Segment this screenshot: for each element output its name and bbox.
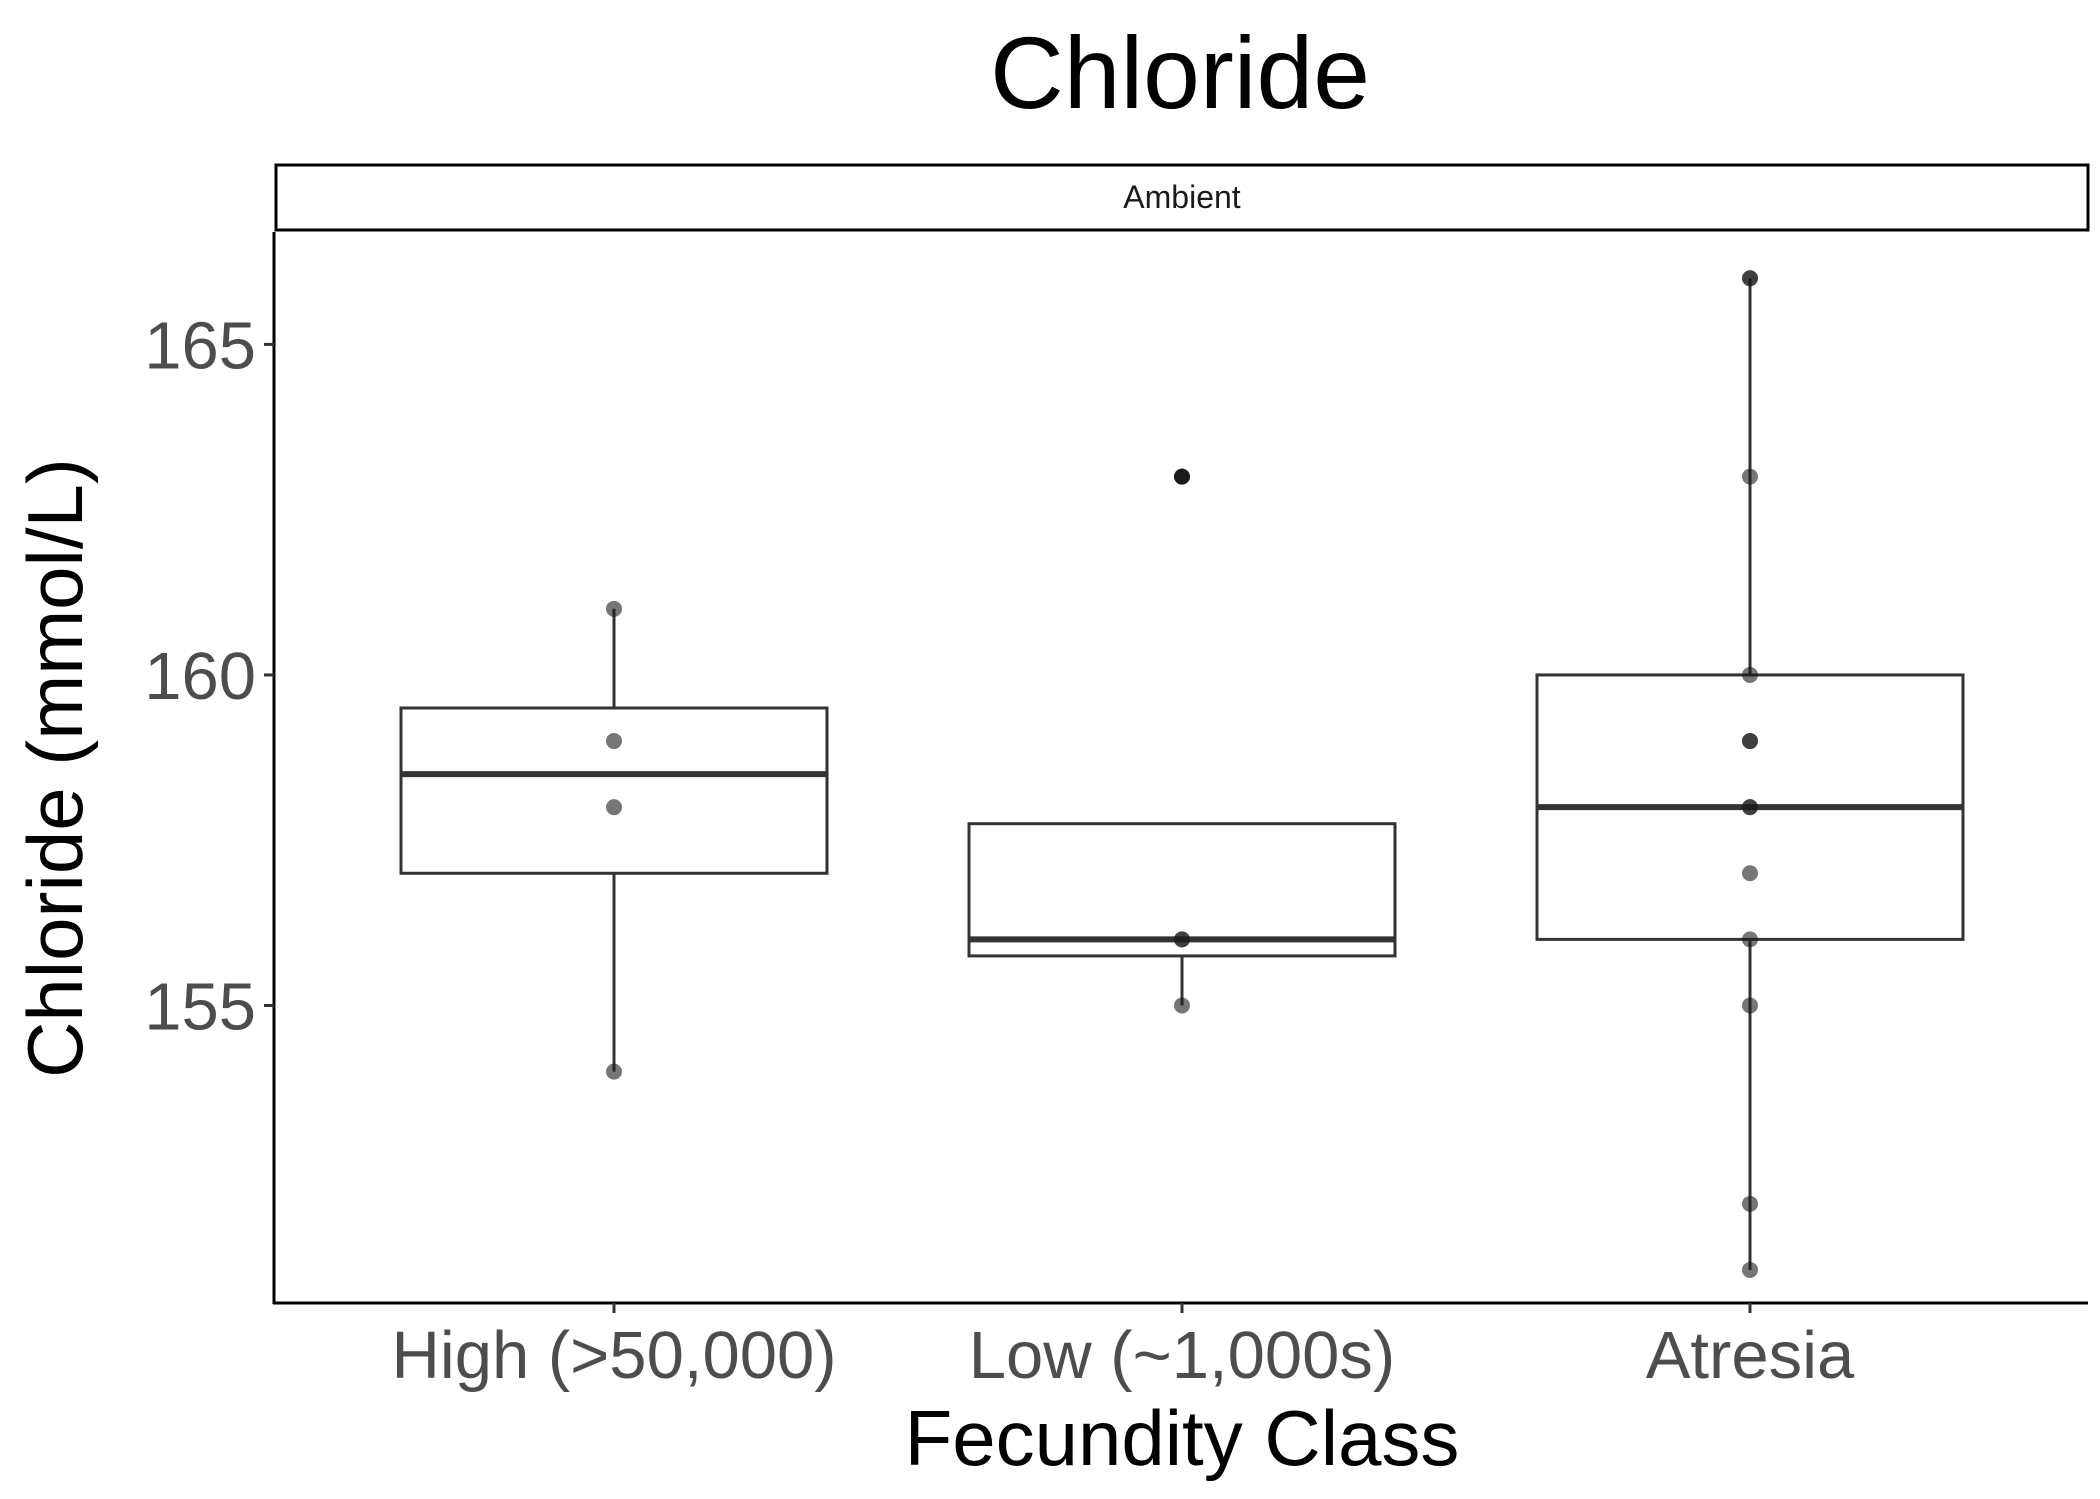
data-point (1174, 468, 1190, 485)
facet-strip-label: Ambient (1123, 179, 1241, 215)
data-point (1742, 1195, 1758, 1212)
data-point (1742, 931, 1758, 948)
box-group-1 (967, 468, 1397, 1006)
data-point (1742, 799, 1758, 816)
data-point (1174, 931, 1190, 948)
data-point (1742, 865, 1758, 882)
data-point (1742, 997, 1758, 1014)
data-point (1174, 997, 1190, 1014)
data-point (606, 799, 622, 816)
facet-strip: Ambient (274, 163, 2090, 232)
box-group-2 (1535, 278, 1965, 1270)
x-tick-label: Atresia (1646, 1318, 1855, 1393)
data-point (1742, 666, 1758, 683)
x-axis-ticks: High (>50,000) Low (~1,000s) Atresia (391, 1303, 1855, 1393)
x-tick-label: Low (~1,000s) (969, 1318, 1395, 1393)
facet-strip-box (274, 163, 2090, 232)
data-point (1742, 468, 1758, 485)
data-point (1742, 1261, 1758, 1278)
y-axis-title: Chloride (mmol/L) (11, 458, 99, 1078)
y-axis-ticks: 155 160 165 (144, 308, 274, 1045)
data-point (606, 600, 622, 617)
x-tick-label: High (>50,000) (391, 1318, 836, 1393)
plot-panel (399, 270, 1965, 1278)
data-point (1742, 733, 1758, 750)
data-point (606, 733, 622, 750)
data-point (1742, 270, 1758, 287)
y-tick-label: 165 (144, 308, 256, 383)
y-tick-label: 160 (144, 639, 256, 714)
x-axis-title: Fecundity Class (905, 1394, 1460, 1482)
box-iqr (399, 706, 829, 875)
y-tick-label: 155 (144, 970, 256, 1045)
data-point (606, 1063, 622, 1080)
chart-title: Chloride (990, 16, 1370, 130)
box-group-0 (399, 608, 829, 1072)
